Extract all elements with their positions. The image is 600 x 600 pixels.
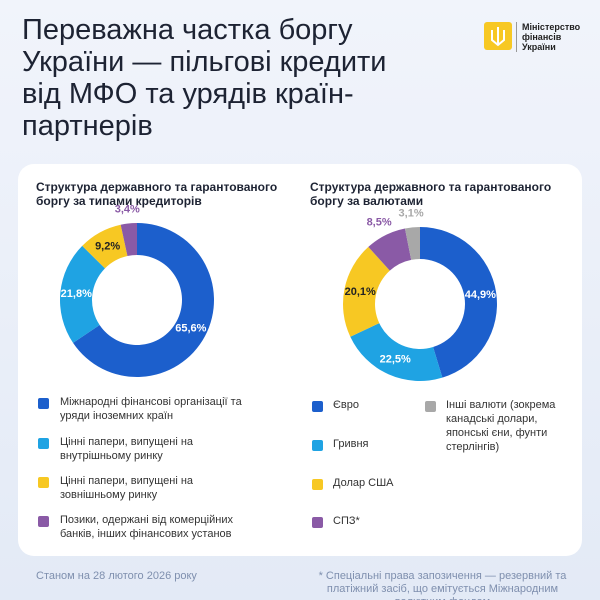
chart-title: Структура державного та гарантованого бо… [36, 180, 278, 208]
pie-slice [420, 227, 497, 378]
legend-swatch [312, 479, 323, 490]
legend-label: Долар США [333, 477, 394, 489]
legend-label: Гривня [333, 438, 369, 450]
value-label: 8,5% [367, 217, 392, 229]
value-label: 3,1% [399, 207, 424, 219]
value-label: 65,6% [175, 323, 206, 335]
footer-note: * Спеціальні права запозичення — резервн… [318, 570, 567, 600]
legend-swatch [312, 401, 323, 412]
page-title: Переважна частка боргу України — пільгов… [22, 14, 387, 142]
footer-date: Станом на 28 лютого 2026 року [36, 570, 197, 582]
legend-swatch [38, 477, 49, 488]
legend-swatch [425, 401, 436, 412]
legend-label: Інші валюти (зокрема канадські долари, я… [446, 399, 556, 453]
value-label: 44,9% [465, 289, 496, 301]
chart-title: Структура державного та гарантованого бо… [310, 180, 552, 208]
logo-text: Міністерство фінансів України [516, 22, 588, 52]
pie-slice [368, 228, 412, 271]
logo-mark [484, 22, 512, 50]
pie-slice [73, 223, 214, 377]
value-label: 20,1% [345, 286, 376, 298]
legend-swatch [312, 440, 323, 451]
pie-slice [343, 246, 390, 337]
legend-label: Цінні папери, випущені на зовнішньому ри… [60, 475, 194, 501]
value-label: 3,4% [115, 203, 140, 215]
legend-swatch [38, 398, 49, 409]
legend-label: СПЗ* [333, 515, 360, 527]
pie-slice [120, 223, 137, 257]
legend-label: Позики, одержані від комерційних банків,… [60, 514, 233, 540]
legend-label: Міжнародні фінансові організації та уряд… [60, 396, 242, 422]
pie-slice [59, 245, 105, 343]
pie-slice [82, 224, 128, 269]
legend-label: Євро [333, 399, 359, 411]
legend-swatch [312, 517, 323, 528]
legend-swatch [38, 516, 49, 527]
pie-slice [404, 227, 420, 260]
pie-slice [350, 323, 443, 381]
value-label: 21,8% [61, 288, 92, 300]
value-label: 22,5% [380, 354, 411, 366]
value-label: 9,2% [95, 240, 120, 252]
legend-label: Цінні папери, випущені на внутрішньому р… [60, 436, 194, 462]
legend-swatch [38, 438, 49, 449]
